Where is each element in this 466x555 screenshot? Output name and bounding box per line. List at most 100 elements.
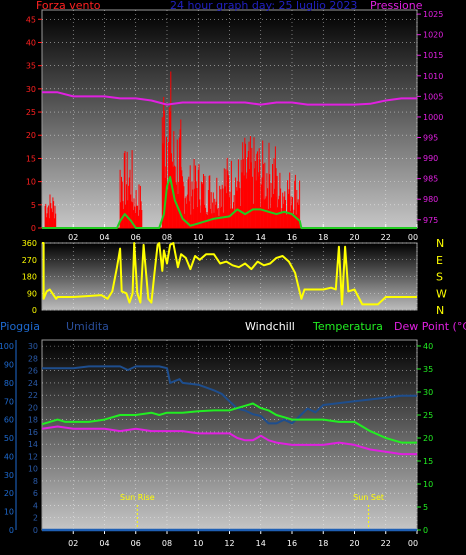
wind-series (42, 71, 417, 229)
wind-tick-label: 30 (26, 85, 36, 94)
humidity-tick-label: 28 (28, 354, 38, 363)
x-tick-label: 00 (408, 539, 418, 548)
x-tick-label: 12 (224, 233, 234, 242)
x-tick-label: 14 (256, 233, 266, 242)
dewpoint-label: Dew Point (°C) (394, 320, 466, 333)
rain-tick-label: 70 (4, 397, 14, 406)
direction-axis: 0 90 180 270 360 (22, 239, 37, 315)
humidity-tick-label: 0 (33, 526, 38, 535)
x-tick-label: 18 (318, 233, 328, 242)
pressure-tick-label: 975 (423, 216, 438, 225)
wind-tick-label: 15 (26, 154, 36, 163)
dewpoint-line (41, 425, 417, 456)
direction-line (42, 242, 417, 306)
temperature-line (41, 402, 417, 444)
pressure-tick-label: 1015 (423, 51, 443, 60)
compass-label: W (436, 287, 447, 300)
x-tick-label: 20 (349, 233, 359, 242)
x-tick-label: 02 (68, 233, 78, 242)
pressure-tick-label: 980 (423, 195, 438, 204)
temperature-tick-label: 30 (423, 388, 433, 397)
temperature-series (41, 365, 417, 532)
compass-label: S (436, 271, 443, 284)
rain-axis: 0 10 20 30 40 50 60 70 80 90 100 (0, 340, 17, 535)
humidity-tick-label: 24 (28, 379, 38, 388)
temperature-tick-label: 5 (423, 503, 428, 512)
rain-tick-label: 50 (4, 434, 14, 443)
humidity-tick-label: 6 (33, 489, 38, 498)
temperature-tick-label: 10 (423, 480, 433, 489)
direction-tick-label: 180 (22, 273, 37, 282)
wind-tick-label: 35 (26, 62, 36, 71)
wind-tick-label: 40 (26, 38, 36, 47)
humidity-tick-label: 12 (28, 452, 38, 461)
pressure-tick-label: 990 (423, 154, 438, 163)
humidity-tick-label: 26 (28, 367, 38, 376)
x-tick-label: 00 (408, 233, 418, 242)
humidity-tick-label: 20 (28, 403, 38, 412)
wind-label: Forza vento (36, 0, 101, 12)
pressure-tick-label: 1025 (423, 10, 443, 19)
x-tick-label: 22 (381, 539, 391, 548)
x-tick-label: 14 (256, 539, 266, 548)
rain-tick-label: 10 (4, 508, 14, 517)
pressure-tick-label: 1005 (423, 92, 443, 101)
wind-tick-label: 5 (31, 201, 36, 210)
sun-set-label: Sun Set (353, 493, 384, 502)
humidity-tick-label: 4 (33, 501, 38, 510)
humidity-tick-label: 22 (28, 391, 38, 400)
pressure-axis: 975 980 985 990 995 1000 1005 1010 1015 1020 1025 (417, 10, 443, 225)
compass-label: E (436, 254, 443, 267)
rain-tick-label: 60 (4, 416, 14, 425)
x-tick-label: 16 (287, 233, 297, 242)
temperature-tick-label: 35 (423, 365, 433, 374)
humidity-tick-label: 8 (33, 477, 38, 486)
humidity-tick-label: 10 (28, 465, 38, 474)
wind-tick-label: 25 (26, 108, 36, 117)
compass-label: N (436, 304, 444, 317)
rain-tick-label: 80 (4, 379, 14, 388)
temperature-axis: 0 5 10 15 20 25 30 35 40 (417, 342, 433, 535)
direction-tick-label: 270 (22, 256, 37, 265)
x-tick-label: 04 (99, 233, 109, 242)
chart-title: 24 hour graph day: 25 luglio 2023 (170, 0, 357, 12)
humidity-tick-label: 16 (28, 428, 38, 437)
rain-tick-label: 40 (4, 452, 14, 461)
humidity-tick-label: 14 (28, 440, 38, 449)
x-tick-label: 10 (193, 539, 203, 548)
temperature-tick-label: 25 (423, 411, 433, 420)
rain-tick-label: 100 (0, 342, 14, 351)
pressure-tick-label: 1010 (423, 72, 443, 81)
humidity-tick-label: 2 (33, 514, 38, 523)
humidity-tick-label: 30 (28, 342, 38, 351)
humidity-label: Umidita (66, 320, 109, 333)
temperature-tick-label: 15 (423, 457, 433, 466)
rain-label: Pioggia (0, 320, 40, 333)
x-tick-label: 12 (224, 539, 234, 548)
humidity-tick-label: 18 (28, 416, 38, 425)
pressure-tick-label: 995 (423, 134, 438, 143)
x-axis-temperature: 02 04 06 08 10 12 14 16 18 20 22 00 (68, 530, 418, 548)
pressure-tick-label: 1000 (423, 113, 443, 122)
temperature-tick-label: 20 (423, 434, 433, 443)
x-tick-label: 16 (287, 539, 297, 548)
pressure-tick-label: 1020 (423, 31, 443, 40)
x-tick-label: 18 (318, 539, 328, 548)
rain-tick-label: 90 (4, 361, 14, 370)
pressure-tick-label: 985 (423, 175, 438, 184)
direction-tick-label: 360 (22, 239, 37, 248)
temperature-tick-label: 40 (423, 342, 433, 351)
grid-direction (42, 242, 418, 311)
x-tick-label: 06 (131, 233, 141, 242)
wind-axis: 0 5 10 15 20 25 30 35 40 45 (26, 15, 42, 233)
wind-tick-label: 45 (26, 15, 36, 24)
sun-rise-label: Sun Rise (120, 493, 155, 502)
x-tick-label: 08 (162, 233, 172, 242)
direction-tick-label: 90 (27, 289, 37, 298)
sun-markers: Sun Rise Sun Set (120, 493, 384, 530)
